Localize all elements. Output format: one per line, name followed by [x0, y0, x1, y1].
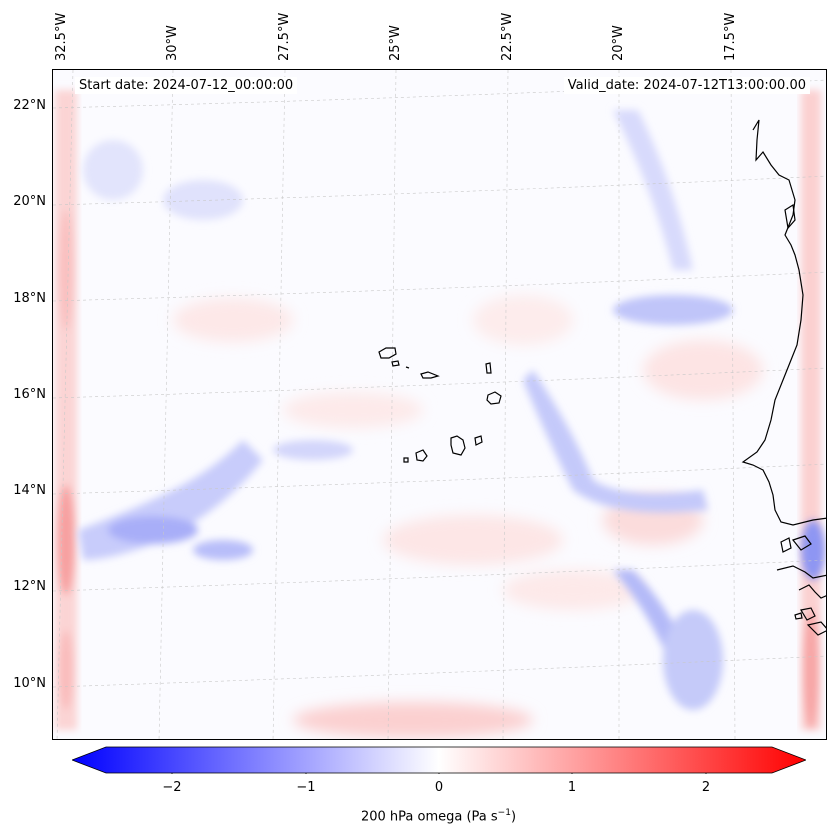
lon-label-32-5w: 32.5°W	[54, 12, 69, 61]
colorbar-label: 200 hPa omega (Pa s−1)	[360, 808, 517, 825]
colorbar-tick-label: −2	[162, 780, 182, 795]
colorbar-tick-label: 1	[567, 780, 577, 795]
graticule	[53, 70, 826, 739]
colorbar-tick-label: 0	[434, 780, 444, 795]
start-date-label: Start date: 2024-07-12_00:00:00	[75, 77, 298, 94]
colorbar-tick-label: −1	[296, 780, 316, 795]
left-edge-positive-band	[55, 90, 77, 730]
lon-label-27-5w: 27.5°W	[277, 12, 292, 61]
lat-label-16n: 16°N	[13, 387, 46, 402]
colorbar-tick-label: 2	[701, 780, 711, 795]
weak-positive-patches	[173, 295, 763, 738]
lon-label-17-5w: 17.5°W	[723, 12, 738, 61]
map-panel: Start date: 2024-07-12_00:00:00 Valid_da…	[52, 69, 827, 740]
lon-label-25w: 25°W	[388, 25, 403, 61]
colorbar	[72, 746, 806, 774]
omega-field-map	[53, 70, 826, 739]
lat-label-22n: 22°N	[13, 98, 46, 113]
lon-label-22-5w: 22.5°W	[500, 12, 515, 61]
lat-label-12n: 12°N	[13, 579, 46, 594]
right-edge-positive-band	[801, 90, 821, 730]
lat-label-10n: 10°N	[13, 676, 46, 691]
lat-label-14n: 14°N	[13, 483, 46, 498]
valid-date-label: Valid_date: 2024-07-12T13:00:00.00	[563, 77, 810, 94]
colorbar-ramp	[72, 746, 806, 774]
lon-label-30w: 30°W	[165, 25, 180, 61]
colorbar-ticks	[171, 773, 707, 774]
lat-label-18n: 18°N	[13, 291, 46, 306]
african-coastline	[741, 119, 826, 636]
lon-label-20w: 20°W	[611, 25, 626, 61]
lat-label-20n: 20°N	[13, 194, 46, 209]
cape-verde-islands	[378, 347, 502, 463]
negative-omega-structures	[78, 110, 825, 710]
